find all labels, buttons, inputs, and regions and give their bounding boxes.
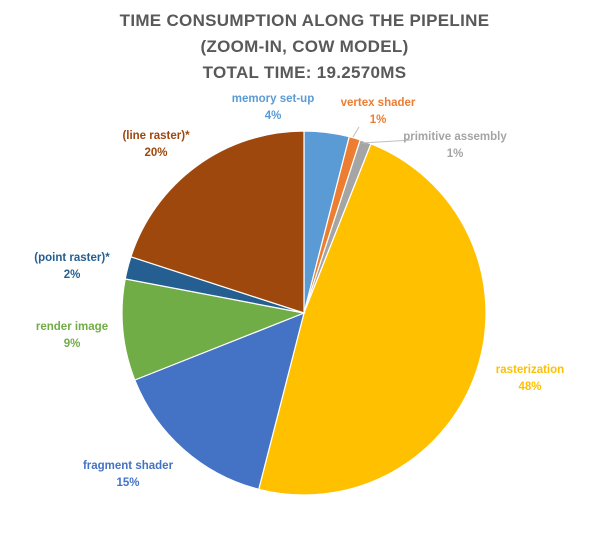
- slice-label: render image 9%: [36, 321, 108, 350]
- slice-label-name: (point raster)*: [34, 252, 110, 264]
- chart-title-line-2: (ZOOM-IN, COW MODEL): [200, 37, 409, 56]
- slice-label: rasterization 48%: [496, 364, 564, 393]
- chart-title-line-1: TIME CONSUMPTION ALONG THE PIPELINE: [119, 11, 490, 30]
- slice-label-name: vertex shader: [341, 97, 416, 109]
- chart-title: TIME CONSUMPTION ALONG THE PIPELINE (ZOO…: [0, 8, 609, 86]
- slice-label: vertex shader 1%: [341, 97, 416, 126]
- chart-title-line-3: TOTAL TIME: 19.2570MS: [202, 63, 407, 82]
- slice-label-percent: 20%: [144, 147, 167, 159]
- slice-label-name: memory set-up: [232, 93, 314, 105]
- slice-label-percent: 1%: [370, 114, 387, 126]
- pie-slice-render-image: [121, 278, 307, 381]
- slice-label-name: render image: [36, 321, 108, 333]
- slice-label-name: fragment shader: [83, 460, 174, 472]
- slice-label-name: (line raster)*: [122, 130, 190, 142]
- slice-label: (line raster)* 20%: [122, 130, 190, 159]
- slice-labels: memory set-up 4%vertex shader 1%primitive …: [34, 93, 564, 489]
- slice-label-percent: 4%: [265, 110, 282, 122]
- leader-lines: [352, 126, 413, 144]
- slice-label-percent: 2%: [64, 269, 81, 281]
- slice-label-percent: 1%: [447, 148, 464, 160]
- pie-slice-line-raster: [130, 130, 305, 314]
- slice-label-percent: 48%: [518, 381, 541, 393]
- pie-slice-rasterization: [258, 143, 487, 496]
- slice-label-name: rasterization: [496, 364, 564, 376]
- slice-label: (point raster)* 2%: [34, 252, 110, 281]
- pie-slices: [121, 130, 487, 496]
- slice-label: memory set-up 4%: [232, 93, 314, 122]
- leader-vertex-shader: [352, 126, 360, 138]
- slice-label-percent: 9%: [64, 338, 81, 350]
- slice-label-percent: 15%: [116, 477, 139, 489]
- slice-label-name: primitive assembly: [403, 131, 507, 143]
- slice-label: fragment shader 15%: [83, 460, 174, 489]
- slice-label: primitive assembly 1%: [403, 131, 507, 160]
- pie-slice-fragment-shader: [134, 312, 305, 491]
- leader-primitive-assembly: [361, 139, 413, 144]
